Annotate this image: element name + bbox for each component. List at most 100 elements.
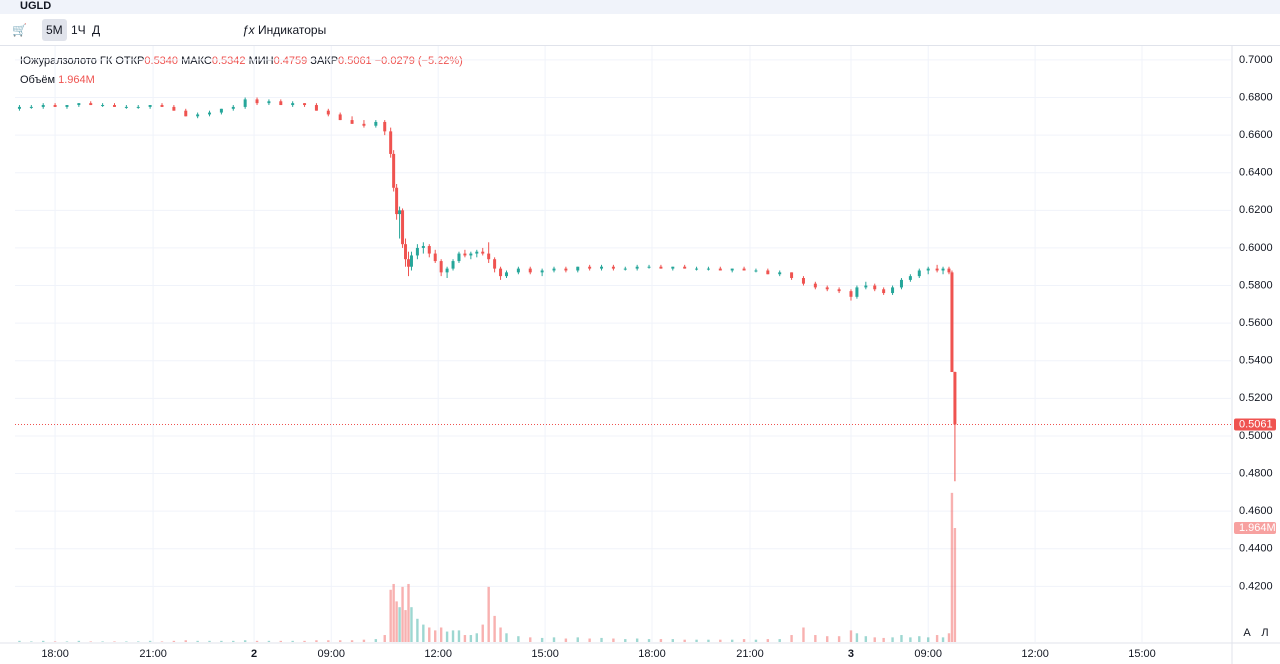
volume-bar (864, 636, 868, 642)
volume-bar (267, 640, 271, 642)
candle-body (754, 270, 758, 272)
volume-bar (439, 627, 443, 642)
candle-body (383, 121, 387, 132)
candle-body (41, 105, 45, 107)
candle-body (516, 268, 520, 273)
candle-body (267, 101, 271, 104)
volume-bar (778, 639, 781, 642)
y-tick-label: 0.4200 (1239, 580, 1273, 592)
interval[interactable]: 1Ч (71, 23, 86, 37)
volume-bar (208, 640, 211, 642)
volume-bar (416, 618, 419, 642)
candle-body (801, 278, 805, 284)
volume-bar (900, 635, 903, 642)
search-bar[interactable]: UGLD (0, 0, 1280, 14)
candle-body (790, 272, 794, 279)
candle-body (53, 105, 57, 107)
candle-body (184, 110, 188, 117)
candle-body (837, 289, 841, 292)
candle-body (136, 106, 140, 108)
candle-body (941, 268, 945, 271)
volume-bar (42, 640, 45, 642)
y-tick-label: 0.6000 (1239, 242, 1273, 254)
volume-bar (826, 636, 829, 642)
scale-button[interactable]: Л (1261, 627, 1268, 639)
volume-bar (624, 639, 627, 642)
y-tick-label: 0.4400 (1239, 543, 1273, 555)
volume-bar (873, 637, 876, 642)
volume-bar (410, 607, 413, 642)
fx-icon[interactable]: ƒx (242, 23, 255, 37)
volume-bar (125, 641, 128, 642)
volume-bar (742, 639, 746, 642)
volume-bar (428, 627, 431, 642)
change-pct: (−5.22%) (417, 55, 463, 67)
volume-bar (392, 583, 395, 642)
volume-bar (719, 639, 722, 642)
candle-body (89, 103, 93, 106)
candle-body (659, 266, 663, 269)
x-tick-label: 12:00 (424, 648, 452, 660)
label: Объём (20, 74, 56, 86)
volume-bar (766, 639, 770, 642)
candle-body (487, 253, 491, 260)
volume-bar (362, 639, 366, 642)
volume-bar (291, 640, 294, 642)
y-tick-label: 0.5800 (1239, 279, 1273, 291)
volume-bar (457, 630, 461, 642)
candle-body (406, 259, 410, 267)
candle-body (196, 114, 200, 117)
volume-bar (404, 610, 407, 642)
cart-icon[interactable]: 🛒 (12, 23, 27, 37)
volume-bar (493, 615, 496, 642)
interval[interactable]: 5М (42, 19, 67, 41)
candle-body (742, 268, 746, 271)
candle-body (362, 123, 366, 126)
volume-bar (695, 639, 698, 642)
y-tick-label: 0.6200 (1239, 204, 1273, 216)
volume-bar (18, 640, 21, 642)
volume-bar (422, 624, 425, 642)
price-badge (1234, 418, 1276, 431)
x-tick-label: 18:00 (41, 648, 69, 660)
indicators-button[interactable]: Индикаторы (258, 23, 327, 37)
y-tick-label: 0.6600 (1239, 129, 1273, 141)
volume-bar (647, 639, 651, 642)
scale-button[interactable]: A (1243, 627, 1251, 639)
volume-bar (113, 641, 116, 642)
volume-bar (540, 637, 544, 642)
volume-bar (953, 528, 957, 642)
candle-body (849, 291, 853, 297)
y-tick-label: 0.5000 (1239, 430, 1273, 442)
candle-body (706, 268, 710, 270)
interval[interactable]: Д (92, 23, 101, 37)
volume-bar (255, 640, 259, 642)
candle-body (415, 247, 419, 256)
volume-bar (303, 640, 306, 642)
x-tick-label: 15:00 (531, 648, 559, 660)
x-tick-label: 21:00 (736, 648, 764, 660)
volume-bar (529, 637, 532, 642)
volume-bar (918, 636, 921, 642)
volume-bar (65, 641, 69, 642)
candle-body (338, 114, 342, 121)
y-tick-label: 0.4600 (1239, 505, 1273, 517)
y-tick-label: 0.4800 (1239, 467, 1273, 479)
volume-badge-text: 1.964M (1239, 522, 1276, 534)
volume-bar (837, 636, 841, 642)
volume-bar (160, 641, 164, 642)
candle-body (576, 266, 580, 271)
candle-body (475, 251, 479, 254)
candle-body (374, 121, 378, 126)
volume-bar (220, 640, 223, 642)
candle-body (766, 270, 770, 275)
candle-body (588, 266, 592, 269)
symbol[interactable]: UGLD (20, 0, 52, 12)
volume-bar (196, 640, 199, 642)
x-tick-label: 12:00 (1021, 648, 1049, 660)
volume-bar (683, 639, 686, 642)
candle-body (243, 99, 247, 107)
candle-body (172, 106, 176, 111)
volume-bar (947, 633, 951, 642)
volume-bar (148, 640, 152, 642)
